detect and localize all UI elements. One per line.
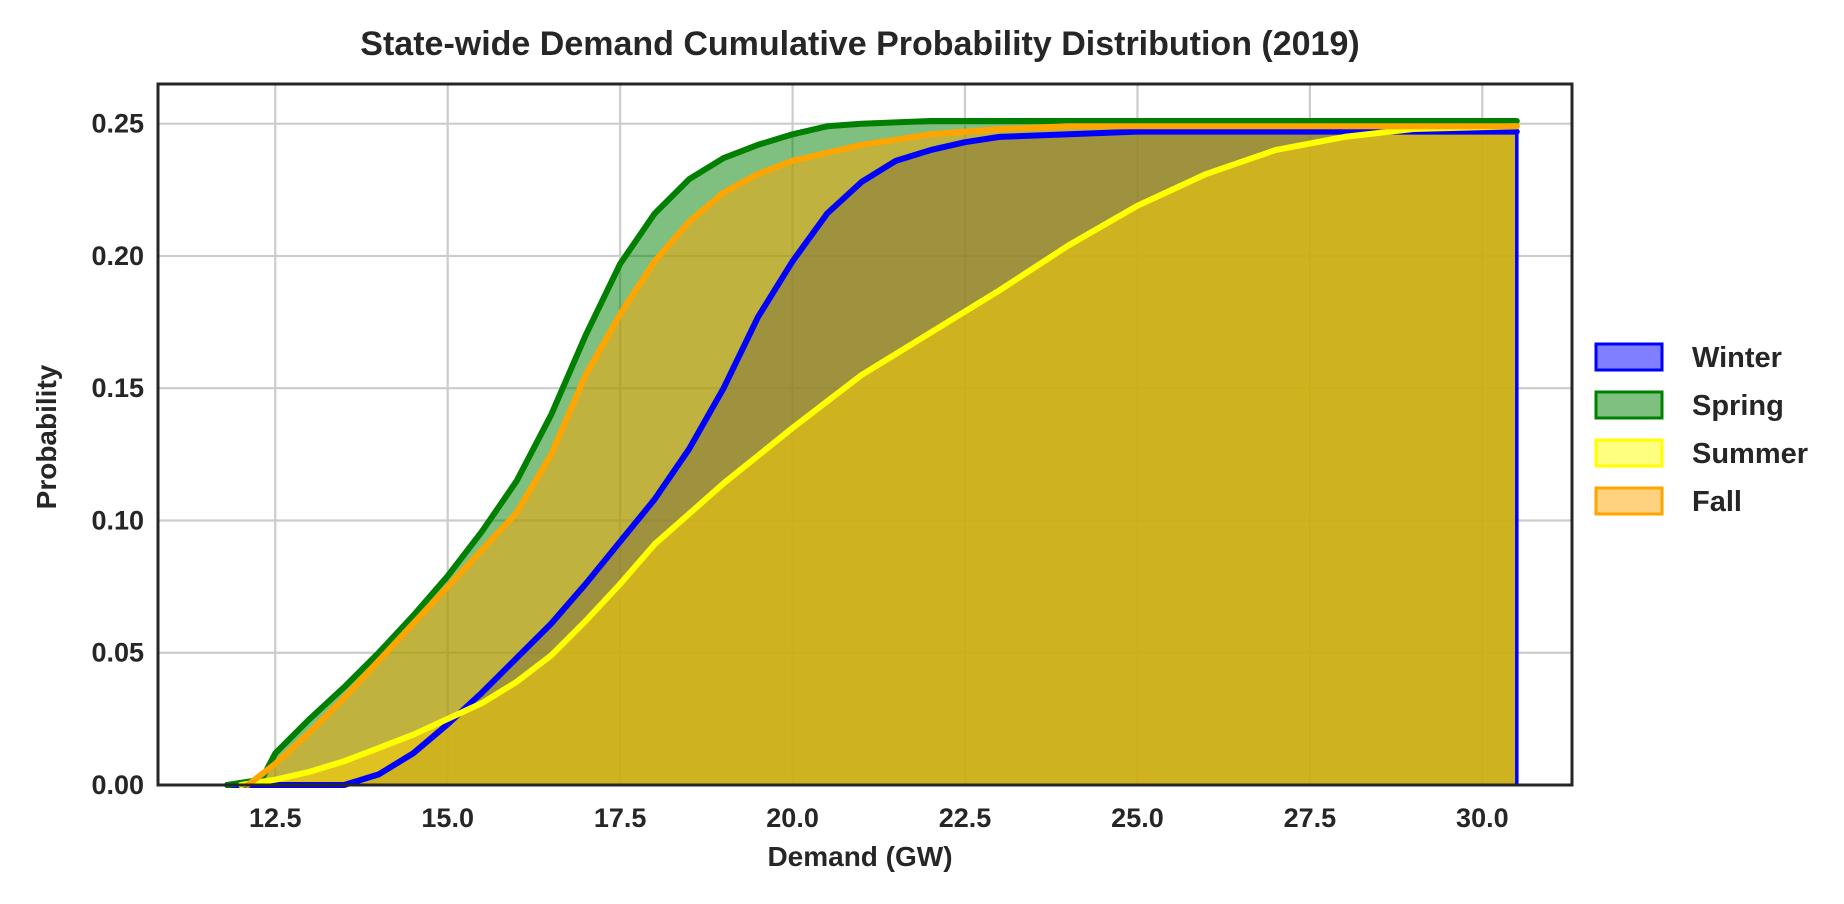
- chart-title: State-wide Demand Cumulative Probability…: [360, 25, 1359, 63]
- legend-label-fall: Fall: [1692, 486, 1742, 518]
- x-tick-label: 17.5: [594, 803, 647, 833]
- series-line-spring: [224, 118, 1520, 788]
- x-axis-label: Demand (GW): [767, 841, 952, 872]
- x-tick-label: 25.0: [1111, 803, 1164, 833]
- series-line-winter: [224, 128, 1520, 788]
- y-tick-label: 0.05: [91, 638, 144, 668]
- series-lines: [224, 118, 1520, 788]
- legend-swatch-spring: [1594, 390, 1664, 420]
- y-tick-label: 0.20: [91, 241, 144, 271]
- legend-label-winter: Winter: [1692, 342, 1782, 374]
- legend-swatch-summer: [1594, 438, 1664, 468]
- legend-label-spring: Spring: [1692, 390, 1784, 422]
- x-tick-label: 15.0: [421, 803, 474, 833]
- series-line-summer: [237, 123, 1520, 788]
- y-tick-label: 0.15: [91, 373, 144, 403]
- legend: Winter Spring Summer Fall: [1594, 342, 1808, 518]
- axis-ticks: 12.5 15.0 17.5 20.0 22.5 25.0 27.5 30.0 0.00 0.05…: [91, 109, 1508, 833]
- x-tick-label: 20.0: [766, 803, 819, 833]
- y-tick-label: 0.10: [91, 505, 144, 535]
- series-area-fall: [247, 126, 1517, 786]
- legend-label-summer: Summer: [1692, 438, 1808, 470]
- legend-swatch-winter: [1594, 342, 1664, 372]
- x-tick-label: 30.0: [1456, 803, 1509, 833]
- legend-swatch-fall: [1594, 486, 1664, 516]
- x-tick-label: 12.5: [249, 803, 302, 833]
- series-areas: [227, 121, 1517, 786]
- y-axis-label: Probability: [31, 364, 62, 509]
- y-tick-label: 0.25: [91, 109, 144, 139]
- x-tick-label: 27.5: [1284, 803, 1337, 833]
- x-tick-label: 22.5: [939, 803, 992, 833]
- series-line-fall: [244, 123, 1520, 788]
- y-tick-label: 0.00: [91, 770, 144, 800]
- plot-frame: [156, 82, 1574, 787]
